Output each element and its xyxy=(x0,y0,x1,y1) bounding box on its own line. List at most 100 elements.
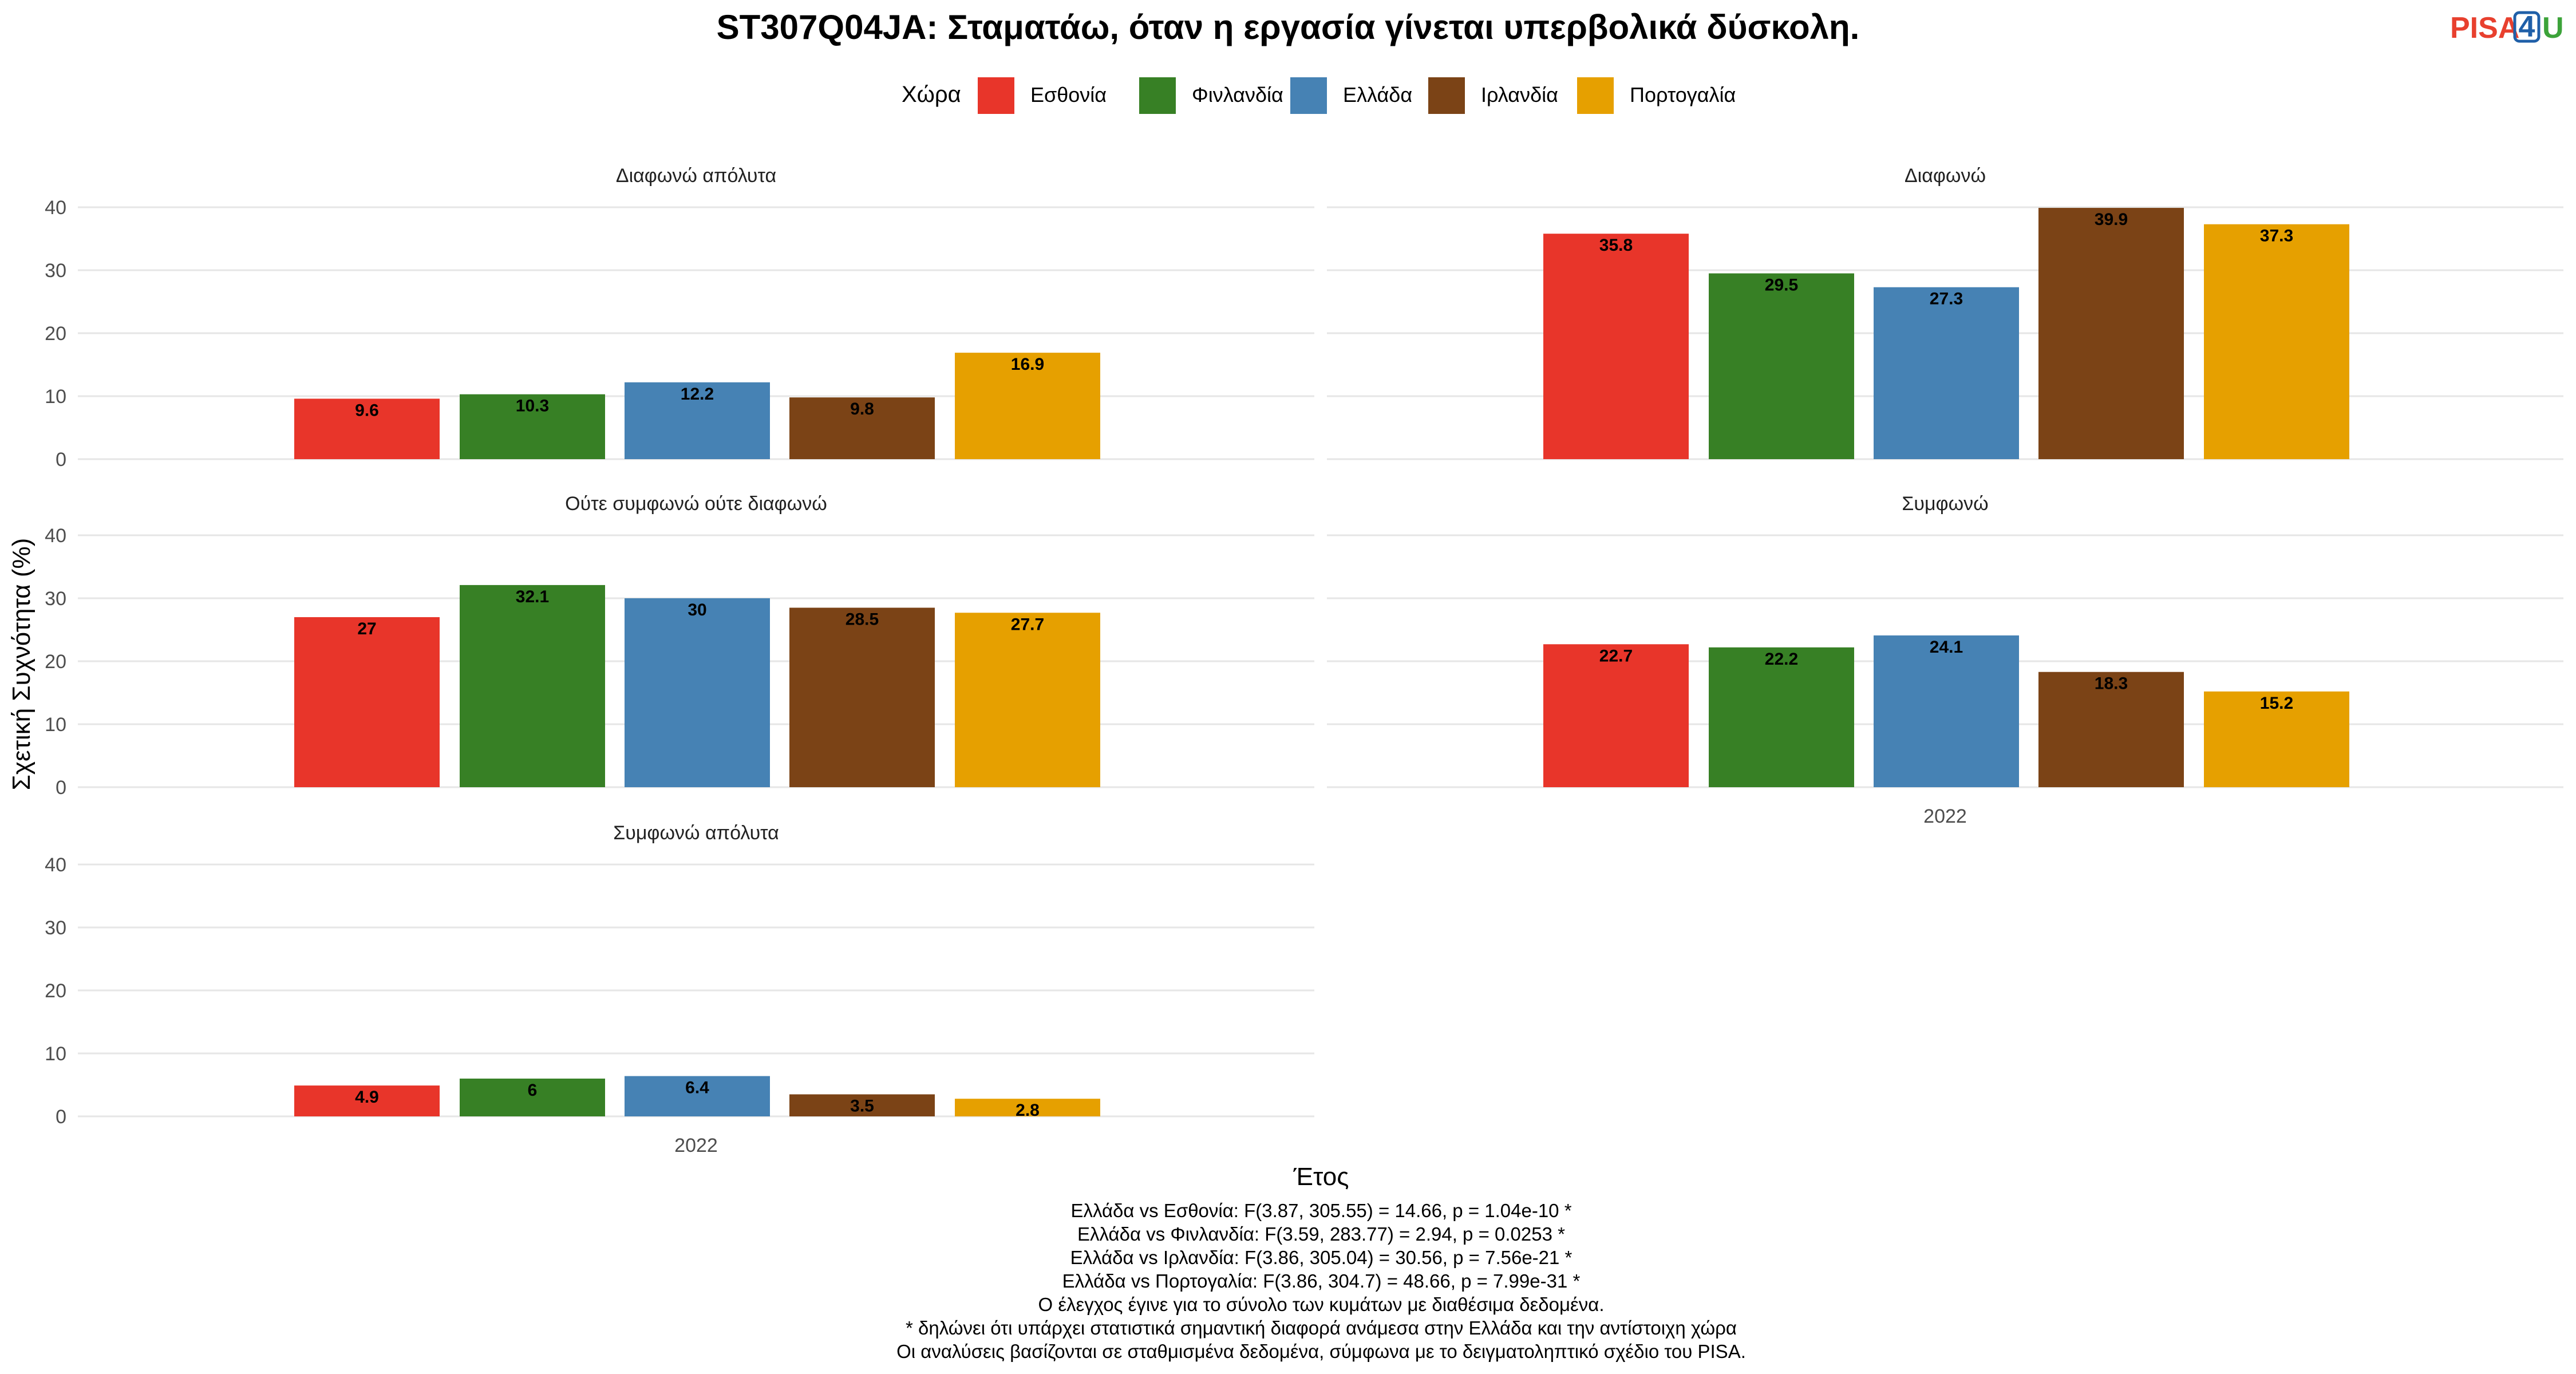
bar xyxy=(955,1099,1100,1116)
bar-value-label: 16.9 xyxy=(1011,355,1044,374)
bar xyxy=(789,607,935,787)
bar xyxy=(1709,273,1854,459)
bar-value-label: 9.6 xyxy=(355,401,379,420)
legend-swatch xyxy=(1139,77,1176,114)
bar-value-label: 27.3 xyxy=(1930,290,1963,309)
logo-text-u: U xyxy=(2542,11,2564,45)
bar xyxy=(625,382,770,459)
bar xyxy=(294,1085,440,1116)
legend-label: Ιρλανδία xyxy=(1481,83,1558,106)
bar-value-label: 15.2 xyxy=(2260,694,2293,713)
bar-value-label: 22.7 xyxy=(1599,646,1633,665)
facet-panel: Συμφωνώ 22.7 22.2 24.1 18.3 15.2 2022 xyxy=(1327,493,2563,827)
bar xyxy=(2038,672,2184,787)
bar xyxy=(1543,644,1689,787)
y-tick-label: 20 xyxy=(45,323,66,345)
bar-value-label: 2.8 xyxy=(1016,1101,1040,1120)
bar-value-label: 28.5 xyxy=(846,610,879,629)
facet-panel: Διαφωνώ απόλυτα 0 10 20 30 40 9.6 10.3 12.2 9.8 16… xyxy=(45,165,1314,471)
bar-value-label: 27.7 xyxy=(1011,615,1044,634)
legend-label: Ελλάδα xyxy=(1343,83,1412,106)
y-tick-label: 40 xyxy=(45,197,66,219)
legend-label: Πορτογαλία xyxy=(1630,83,1736,106)
facet-panel: Συμφωνώ απόλυτα 0 10 20 30 40 4.9 6 6.4 3.5 2.8 202… xyxy=(45,822,1314,1156)
y-tick-label: 0 xyxy=(56,449,66,471)
caption-line: Ελλάδα vs Φινλανδία: F(3.59, 283.77) = 2… xyxy=(1077,1223,1565,1245)
bar-value-label: 32.1 xyxy=(516,587,549,606)
y-tick-label: 20 xyxy=(45,980,66,1002)
bar xyxy=(460,1079,605,1116)
x-tick-label: 2022 xyxy=(1923,806,1967,827)
bar xyxy=(460,585,605,787)
bar xyxy=(1543,234,1689,459)
bar-value-label: 12.2 xyxy=(681,385,714,404)
bar xyxy=(1874,287,2019,459)
facet-label: Διαφωνώ απόλυτα xyxy=(616,165,776,187)
bar-value-label: 10.3 xyxy=(516,397,549,416)
bar xyxy=(294,617,440,787)
y-tick-label: 40 xyxy=(45,854,66,876)
facet-label: Διαφωνώ xyxy=(1905,165,1986,187)
caption-line: Ο έλεγχος έγινε για το σύνολο των κυμάτω… xyxy=(1038,1294,1605,1315)
logo-text-4: 4 xyxy=(2519,10,2535,44)
y-tick-label: 10 xyxy=(45,714,66,736)
bar-value-label: 39.9 xyxy=(2095,210,2128,229)
bar xyxy=(789,1094,935,1116)
bar xyxy=(294,398,440,459)
caption-line: Ελλάδα vs Ιρλανδία: F(3.86, 305.04) = 30… xyxy=(1070,1247,1573,1268)
bar-value-label: 6 xyxy=(528,1081,538,1100)
y-tick-label: 30 xyxy=(45,260,66,282)
bar-value-label: 3.5 xyxy=(850,1097,874,1116)
facet-label: Συμφωνώ απόλυτα xyxy=(613,822,779,844)
caption-line: * δηλώνει ότι υπάρχει στατιστικά σημαντι… xyxy=(906,1317,1737,1339)
y-tick-label: 10 xyxy=(45,386,66,408)
bar xyxy=(1874,635,2019,787)
logo-box xyxy=(2513,11,2541,43)
bar-value-label: 9.8 xyxy=(850,400,874,418)
caption-line: Οι αναλύσεις βασίζονται σε σταθμισμένα δ… xyxy=(896,1341,1746,1362)
legend-swatch xyxy=(978,77,1014,114)
legend: Χώρα Εσθονία Φινλανδία Ελλάδα Ιρλανδία Πορτογ… xyxy=(902,77,1736,114)
facet-label: Συμφωνώ xyxy=(1902,493,1988,515)
caption: Ελλάδα vs Εσθονία: F(3.87, 305.55) = 14.… xyxy=(896,1200,1746,1362)
bar xyxy=(625,598,770,787)
y-tick-label: 30 xyxy=(45,917,66,939)
chart-title: ST307Q04JA: Σταματάω, όταν η εργασία γίν… xyxy=(717,8,1860,46)
bar-value-label: 30 xyxy=(688,601,706,619)
bar-value-label: 18.3 xyxy=(2095,674,2128,693)
bar xyxy=(789,397,935,459)
bar xyxy=(460,394,605,459)
bar-value-label: 29.5 xyxy=(1765,276,1798,295)
x-tick-label: 2022 xyxy=(674,1135,718,1156)
bar-value-label: 6.4 xyxy=(685,1079,709,1097)
y-tick-label: 20 xyxy=(45,651,66,673)
y-tick-label: 30 xyxy=(45,588,66,610)
legend-title: Χώρα xyxy=(902,82,961,107)
y-tick-label: 0 xyxy=(56,777,66,799)
facet-panel: Διαφωνώ 35.8 29.5 27.3 39.9 37.3 xyxy=(1327,165,2563,460)
bar xyxy=(2204,224,2349,459)
y-tick-label: 40 xyxy=(45,525,66,547)
facet-label: Ούτε συμφωνώ ούτε διαφωνώ xyxy=(565,493,827,515)
caption-line: Ελλάδα vs Εσθονία: F(3.87, 305.55) = 14.… xyxy=(1070,1200,1571,1221)
bar-value-label: 37.3 xyxy=(2260,227,2293,246)
bar xyxy=(625,1076,770,1116)
bar xyxy=(955,613,1100,787)
bar-value-label: 27 xyxy=(357,619,376,638)
legend-swatch xyxy=(1290,77,1327,114)
bar-value-label: 35.8 xyxy=(1599,236,1633,255)
legend-swatch xyxy=(1428,77,1465,114)
facet-panels: Διαφωνώ απόλυτα 0 10 20 30 40 9.6 10.3 12.2 9.8 16… xyxy=(45,165,2563,1156)
bar-value-label: 22.2 xyxy=(1765,650,1798,669)
y-tick-label: 0 xyxy=(56,1106,66,1128)
logo-text-pisa: PISA xyxy=(2450,11,2519,45)
bar xyxy=(955,353,1100,459)
bar xyxy=(2038,208,2184,459)
y-axis-title: Σχετική Συχνότητα (%) xyxy=(7,538,35,791)
legend-label: Εσθονία xyxy=(1030,83,1107,106)
facet-panel: Ούτε συμφωνώ ούτε διαφωνώ 0 10 20 30 40 27 32.1… xyxy=(45,493,1314,799)
bar xyxy=(1709,647,1854,787)
y-tick-label: 10 xyxy=(45,1043,66,1065)
